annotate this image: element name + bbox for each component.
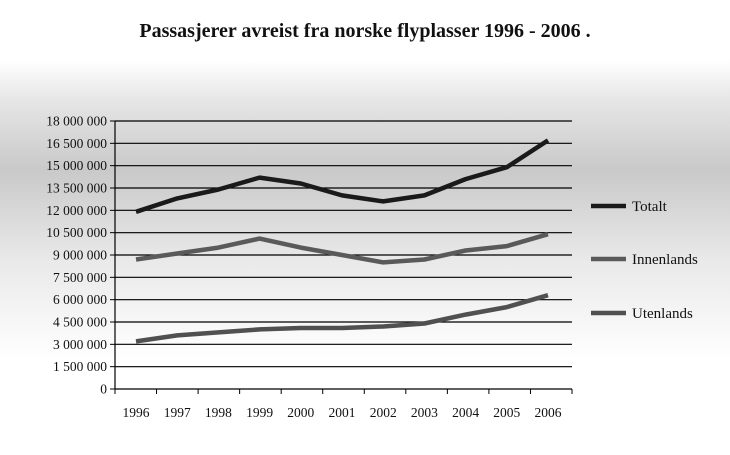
x-tick-label: 1997 bbox=[164, 405, 191, 420]
y-tick-label: 0 bbox=[100, 382, 107, 397]
x-tick-label: 2000 bbox=[287, 405, 314, 420]
y-tick-label: 10 500 000 bbox=[46, 225, 107, 240]
y-tick-label: 1 500 000 bbox=[53, 359, 107, 374]
legend-label-utenlands: Utenlands bbox=[632, 306, 693, 322]
y-tick-label: 3 000 000 bbox=[53, 337, 107, 352]
legend: Totalt Innenlands Utenlands bbox=[591, 199, 698, 322]
x-tick-label: 1996 bbox=[123, 405, 150, 420]
legend-label-totalt: Totalt bbox=[632, 199, 668, 215]
series-line-utenlands bbox=[135, 293, 549, 344]
series-line-innenlands bbox=[135, 232, 549, 265]
x-tick-label: 2002 bbox=[370, 405, 397, 420]
x-tick-label: 2005 bbox=[493, 405, 520, 420]
y-tick-label: 18 000 000 bbox=[46, 114, 107, 129]
x-tick-label: 2003 bbox=[411, 405, 438, 420]
grid-lines bbox=[115, 120, 572, 368]
x-tick-label: 2006 bbox=[535, 405, 562, 420]
series-lines bbox=[135, 138, 550, 344]
series-line-totalt bbox=[135, 138, 550, 214]
y-tick-label: 15 000 000 bbox=[46, 158, 107, 173]
x-tick-label: 2001 bbox=[329, 405, 356, 420]
x-tick-label: 1998 bbox=[205, 405, 232, 420]
y-tick-label: 12 000 000 bbox=[46, 203, 107, 218]
y-tick-label: 9 000 000 bbox=[53, 248, 107, 263]
y-tick-label: 13 500 000 bbox=[46, 181, 107, 196]
y-tick-label: 7 500 000 bbox=[53, 270, 107, 285]
y-tick-label: 4 500 000 bbox=[53, 315, 107, 330]
legend-label-innenlands: Innenlands bbox=[632, 252, 698, 268]
x-tick-label: 2004 bbox=[452, 405, 479, 420]
x-tick-label: 1999 bbox=[246, 405, 273, 420]
x-axis-ticks: 1996 1997 1998 1999 2000 2001 2002 2003 2004 2005… bbox=[114, 389, 573, 420]
y-tick-label: 16 500 000 bbox=[46, 136, 107, 151]
y-axis-ticks: 0 1 500 000 3 000 000 4 500 000 6 000 000 7 5… bbox=[46, 114, 115, 397]
y-tick-label: 6 000 000 bbox=[53, 292, 107, 307]
chart-title: Passasjerer avreist fra norske flyplasse… bbox=[139, 20, 591, 42]
